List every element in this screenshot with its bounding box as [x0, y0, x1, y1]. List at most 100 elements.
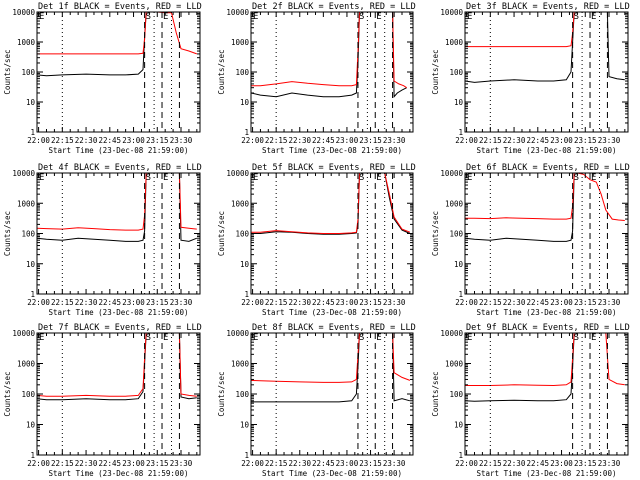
y-tick-label: 1000 [445, 199, 464, 208]
end-marker-label: E [376, 173, 381, 183]
x-tick-label: 23:00 [336, 298, 359, 307]
left-edge-marker-label: E [39, 12, 44, 22]
end-marker-label: E [591, 333, 596, 343]
x-axis-label: Start Time (23-Dec-08 21:59:00) [49, 469, 189, 478]
panel-title: Det 1f BLACK = Events, RED = LLD [38, 2, 202, 12]
x-tick-label: 23:15 [574, 136, 597, 145]
panel-title: Det 7f BLACK = Events, RED = LLD [38, 323, 202, 333]
x-tick-label: 22:45 [99, 459, 122, 468]
y-tick-label: 1 [30, 128, 35, 137]
x-tick-label: 22:00 [27, 459, 50, 468]
y-tick-label: 10 [454, 260, 464, 269]
x-tick-label: 22:00 [455, 459, 478, 468]
y-tick-label: 10000 [226, 169, 249, 178]
x-tick-label: 23:30 [383, 136, 406, 145]
x-tick-label: 22:00 [241, 136, 264, 145]
y-tick-label: 1000 [17, 360, 36, 369]
x-tick-label: 22:30 [75, 459, 98, 468]
x-tick-label: 23:30 [170, 459, 193, 468]
x-tick-label: 23:00 [122, 459, 145, 468]
y-tick-label: 10 [454, 421, 464, 430]
x-tick-label: 22:15 [479, 459, 502, 468]
x-tick-label: 22:30 [75, 136, 98, 145]
x-tick-label: 22:30 [288, 136, 311, 145]
y-tick-label: 100 [449, 230, 463, 239]
x-tick-label: 22:30 [75, 298, 98, 307]
y-tick-label: 10 [26, 98, 36, 107]
x-tick-label: 23:15 [146, 136, 169, 145]
y-tick-label: 1000 [231, 199, 250, 208]
y-tick-label: 10 [454, 98, 464, 107]
x-tick-label: 22:15 [51, 298, 74, 307]
x-tick-label: 23:30 [598, 298, 621, 307]
x-tick-label: 22:45 [527, 136, 550, 145]
x-tick-label: 22:45 [312, 136, 335, 145]
lld-series-line [37, 11, 197, 55]
y-tick-label: 1000 [17, 38, 36, 47]
x-tick-label: 22:30 [503, 136, 526, 145]
y-tick-label: 100 [235, 230, 249, 239]
x-tick-label: 22:00 [241, 459, 264, 468]
x-tick-label: 23:15 [574, 459, 597, 468]
left-edge-marker-label: E [467, 173, 472, 183]
x-axis-label: Start Time (23-Dec-08 21:59:00) [262, 469, 402, 478]
x-tick-label: 23:00 [336, 459, 359, 468]
x-tick-label: 22:15 [479, 136, 502, 145]
end-marker-label: E [163, 173, 168, 183]
x-tick-label: 22:45 [527, 298, 550, 307]
end-marker-label: E [591, 173, 596, 183]
y-tick-label: 10000 [12, 169, 35, 178]
x-axis-label: Start Time (23-Dec-08 21:59:00) [262, 146, 402, 155]
y-tick-label: 1000 [231, 360, 250, 369]
x-axis-label: Start Time (23-Dec-08 21:59:00) [262, 308, 402, 317]
x-tick-label: 22:30 [288, 298, 311, 307]
x-tick-label: 22:30 [288, 459, 311, 468]
x-axis-label: Start Time (23-Dec-08 21:59:00) [49, 146, 189, 155]
y-axis-label: Counts/sec [431, 371, 440, 416]
y-tick-label: 1 [244, 290, 249, 299]
y-tick-label: 100 [449, 390, 463, 399]
x-tick-label: 23:30 [383, 298, 406, 307]
panel-title: Det 3f BLACK = Events, RED = LLD [466, 2, 630, 12]
y-axis-label: Counts/sec [3, 49, 12, 94]
start-marker-label: S [359, 12, 364, 22]
x-tick-label: 23:30 [598, 136, 621, 145]
x-tick-label: 23:00 [550, 136, 573, 145]
y-tick-label: 1 [244, 451, 249, 460]
x-tick-label: 23:15 [359, 136, 382, 145]
end-marker-label: E [376, 333, 381, 343]
x-tick-label: 22:30 [503, 298, 526, 307]
y-tick-label: 1 [458, 290, 463, 299]
x-tick-label: 23:00 [122, 298, 145, 307]
x-tick-label: 22:15 [265, 136, 288, 145]
y-tick-label: 10000 [226, 329, 249, 338]
y-tick-label: 10000 [440, 169, 463, 178]
y-tick-label: 10000 [12, 8, 35, 17]
y-tick-label: 1 [244, 128, 249, 137]
start-marker-label: S [574, 173, 579, 183]
end-marker-label: E [591, 12, 596, 22]
start-marker-label: S [146, 333, 151, 343]
panel-title: Det 6f BLACK = Events, RED = LLD [466, 163, 630, 173]
x-axis-label: Start Time (23-Dec-08 21:59:00) [477, 146, 617, 155]
y-tick-label: 10000 [12, 329, 35, 338]
x-tick-label: 22:15 [51, 459, 74, 468]
x-tick-label: 23:00 [550, 459, 573, 468]
x-tick-label: 22:00 [241, 298, 264, 307]
y-axis-label: Counts/sec [431, 49, 440, 94]
x-tick-label: 22:15 [479, 298, 502, 307]
lld-series-line [251, 11, 407, 89]
y-tick-label: 10 [26, 421, 36, 430]
x-tick-label: 23:00 [336, 136, 359, 145]
x-tick-label: 22:00 [27, 298, 50, 307]
lld-series-line [250, 332, 411, 383]
x-tick-label: 23:15 [146, 298, 169, 307]
x-tick-label: 22:15 [51, 136, 74, 145]
x-tick-label: 22:30 [503, 459, 526, 468]
y-axis-label: Counts/sec [217, 49, 226, 94]
lld-series-line [465, 172, 625, 221]
